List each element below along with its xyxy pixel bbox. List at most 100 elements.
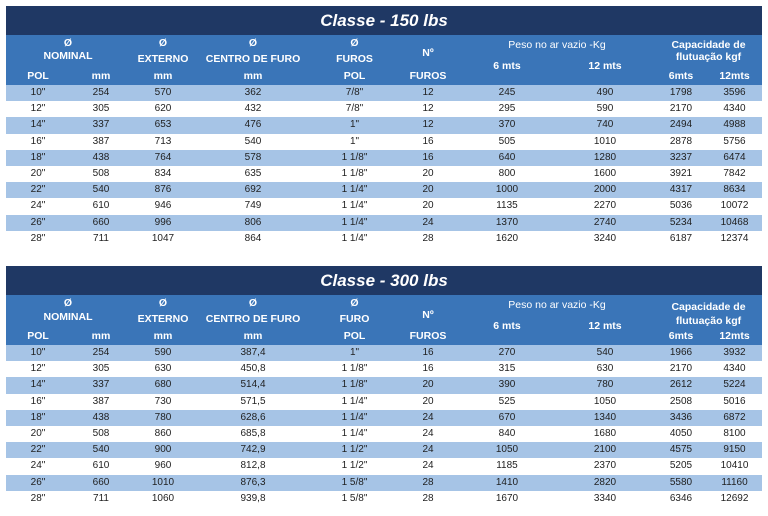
header-mm: mm <box>153 330 173 342</box>
table-cell: 6872 <box>723 411 746 423</box>
table-cell: 390 <box>498 379 516 391</box>
table-cell: 6187 <box>669 232 693 244</box>
table-cell: 640 <box>498 151 516 163</box>
table-cell: 14" <box>30 379 46 391</box>
table-cell: 6474 <box>723 151 746 163</box>
table-cell: 16 <box>422 135 434 147</box>
table-cell: 270 <box>498 347 516 358</box>
table-cell: 1680 <box>593 427 617 439</box>
table-cell: 20" <box>30 427 46 439</box>
table-cell: 14" <box>30 119 46 131</box>
table-cell: 10072 <box>720 200 749 212</box>
header-centro-furo: CENTRO DE FURO <box>205 313 301 325</box>
table-cell: 590 <box>596 103 614 115</box>
table-cell: 5756 <box>723 135 746 147</box>
table-cell: 1370 <box>495 216 519 228</box>
header-externo: EXTERNO <box>137 313 189 325</box>
table-cell: 3340 <box>593 492 617 504</box>
table-cell: 12" <box>30 363 46 375</box>
table-cell: 780 <box>154 411 172 423</box>
table-cell: 1 1/8" <box>341 379 368 391</box>
table-cell: 960 <box>154 460 172 472</box>
table-cell: 1 1/2" <box>341 460 368 472</box>
header-externo: EXTERNO <box>137 53 189 65</box>
table-cell: 630 <box>596 363 614 375</box>
table-cell: 540 <box>244 135 262 147</box>
table-cell: 1798 <box>669 87 693 98</box>
table-cell: 1060 <box>151 492 175 504</box>
table-cell: 12 <box>422 103 434 115</box>
table-cell: 438 <box>92 151 110 163</box>
header-peso: Peso no ar vazio -Kg <box>508 299 606 311</box>
table-cell: 20 <box>422 200 434 212</box>
table-cell: 1 1/4" <box>341 411 368 423</box>
table-cell: 1600 <box>593 167 617 179</box>
header-diam-symbol: Ø <box>63 37 73 49</box>
table-cell: 635 <box>244 167 262 179</box>
table-cell: 1185 <box>496 460 518 472</box>
table-cell: 812,8 <box>240 460 266 472</box>
table-cell: 254 <box>92 87 110 98</box>
header-6mts-cap: 6mts <box>668 330 694 342</box>
table-cell: 996 <box>154 216 172 228</box>
table-cell: 24 <box>422 444 434 456</box>
table-cell: 24" <box>30 200 46 212</box>
header-mm: mm <box>91 70 111 82</box>
table-row: 24" 610 960 812,8 1 1/2" 24 1185 2370 5205 10410 <box>6 458 762 475</box>
table-cell: 476 <box>244 119 262 131</box>
table-cell: 8100 <box>723 427 746 439</box>
table-cell: 713 <box>154 135 172 147</box>
table-cell: 1340 <box>593 411 617 423</box>
table-cell: 1620 <box>495 232 519 244</box>
table-cell: 26" <box>30 216 46 228</box>
header-diam-symbol: Ø <box>248 297 258 309</box>
table-cell: 16" <box>30 135 46 147</box>
table-cell: 4340 <box>723 103 746 115</box>
table-cell: 18" <box>30 411 46 423</box>
table-row: 16" 387 730 571,5 1 1/4" 20 525 1050 2508 5016 <box>6 393 762 410</box>
header-diam-symbol: Ø <box>158 37 168 49</box>
table-cell: 12692 <box>720 492 749 504</box>
header-furos-count: FUROS <box>409 330 447 342</box>
table-cell: 1 1/8" <box>341 151 368 163</box>
table-cell: 1135 <box>496 200 518 212</box>
table-cell: 876,3 <box>240 476 266 488</box>
table-cell: 876 <box>154 184 172 196</box>
table-cell: 860 <box>154 427 172 439</box>
table-cell: 362 <box>244 87 262 98</box>
table-row: 20" 508 834 635 1 1/8" 20 800 1600 3921 7842 <box>6 165 762 183</box>
header-furos-count: FUROS <box>409 70 447 82</box>
table-cell: 370 <box>498 119 516 131</box>
table-cell: 1 1/8" <box>341 363 368 375</box>
table-cell: 11160 <box>721 476 748 488</box>
table-cell: 10410 <box>720 460 749 472</box>
table-cell: 834 <box>154 167 172 179</box>
table-cell: 1047 <box>151 232 175 244</box>
table-row: 16" 387 713 540 1" 16 505 1010 2878 5756 <box>6 133 762 150</box>
header-no: Nº <box>422 309 434 321</box>
table-cell: 680 <box>154 379 172 391</box>
table-cell: 840 <box>498 427 516 439</box>
table-cell: 660 <box>92 216 110 228</box>
table-cell: 3240 <box>593 232 617 244</box>
table-class-300: Classe - 300 lbs Ø NOMINAL POL mm Ø EXTE… <box>6 266 762 507</box>
table-cell: 24" <box>30 460 46 472</box>
table-row: 26" 660 996 806 1 1/4" 24 1370 2740 5234 10468 <box>6 214 762 231</box>
header-diam-symbol: Ø <box>350 297 359 309</box>
header-12mts-cap: 12mts <box>719 330 750 342</box>
table-cell: 3921 <box>669 167 693 179</box>
table-cell: 16 <box>422 151 434 163</box>
table-cell: 16 <box>422 347 434 358</box>
table-cell: 1 1/8" <box>341 167 368 179</box>
header-mm: mm <box>91 330 111 342</box>
table-cell: 2100 <box>593 444 617 456</box>
table-cell: 4317 <box>669 184 693 196</box>
table-row: 10" 254 570 362 7/8" 12 245 490 1798 3596 <box>6 85 762 102</box>
table-cell: 590 <box>154 347 172 358</box>
table-cell: 8634 <box>723 184 746 196</box>
table-cell: 620 <box>154 103 172 115</box>
table-cell: 900 <box>154 444 172 456</box>
table-cell: 2270 <box>593 200 617 212</box>
table-cell: 305 <box>92 363 110 375</box>
table-cell: 514,4 <box>240 379 266 391</box>
